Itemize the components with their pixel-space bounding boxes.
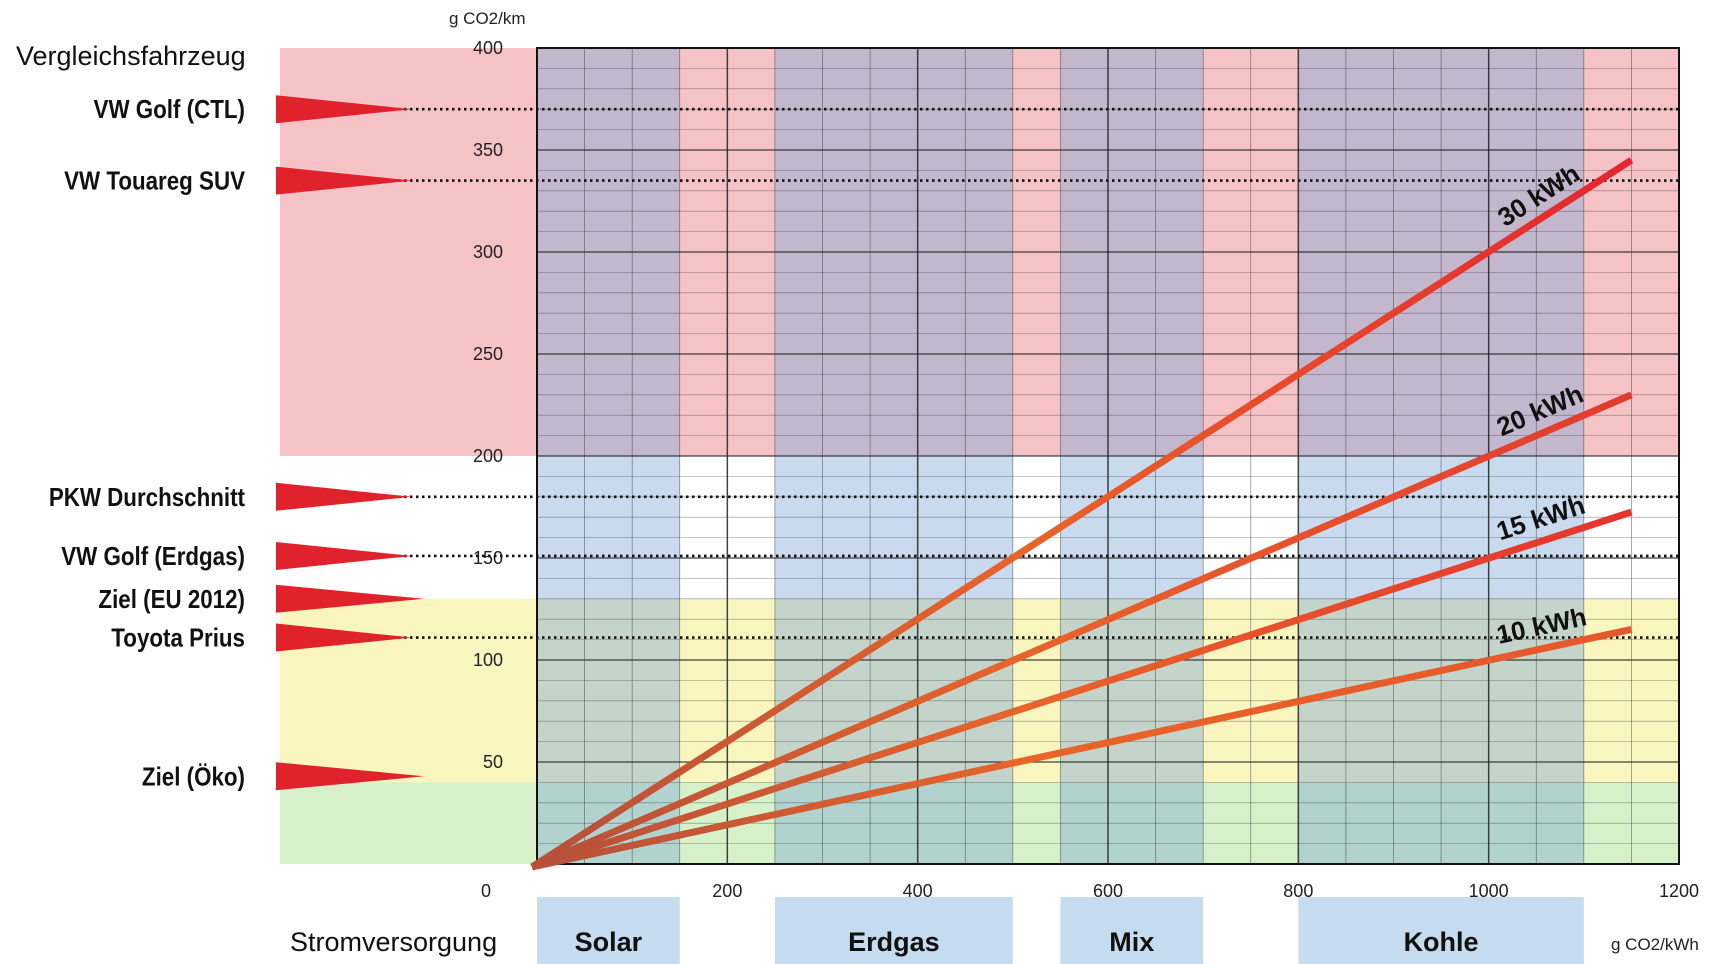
source-box-erdgas xyxy=(774,897,1013,964)
y-unit-label: g CO2/km xyxy=(449,9,526,28)
series-line-15-kwh xyxy=(530,508,1633,871)
y-tick-100: 100 xyxy=(473,650,503,670)
emission-band-2 xyxy=(280,598,1679,783)
source-label-mix: Mix xyxy=(1109,927,1154,957)
series-line-10-kwh xyxy=(531,625,1633,871)
ref-marker-pkw-durchschnitt xyxy=(276,482,412,511)
y-tick-300: 300 xyxy=(473,242,503,262)
x-tick-0: 0 xyxy=(481,881,491,901)
ref-marker-ziel-eu-2012 xyxy=(276,584,424,613)
ref-marker-ziel-ko xyxy=(276,762,424,791)
left-heading: Vergleichsfahrzeug xyxy=(16,41,246,71)
grid-lines xyxy=(536,47,1680,865)
series-lines xyxy=(530,157,1634,871)
ref-marker-vw-touareg-suv xyxy=(276,166,412,195)
bottom-heading: Stromversorgung xyxy=(290,927,497,957)
ref-label-ziel-ko: Ziel (Öko) xyxy=(142,763,245,792)
ref-marker-vw-golf-erdgas xyxy=(276,541,412,570)
source-box-solar xyxy=(537,897,680,964)
ref-label-ziel-eu-2012: Ziel (EU 2012) xyxy=(98,585,245,614)
x-unit-label: g CO2/kWh xyxy=(1611,935,1699,954)
source-label-kohle: Kohle xyxy=(1404,927,1479,957)
y-tick-50: 50 xyxy=(483,752,503,772)
source-label-solar: Solar xyxy=(575,927,643,957)
x-tick-1200: 1200 xyxy=(1659,881,1699,901)
y-tick-400: 400 xyxy=(473,38,503,58)
y-tick-250: 250 xyxy=(473,344,503,364)
source-box-kohle xyxy=(1298,897,1584,964)
ref-label-vw-touareg-suv: VW Touareg SUV xyxy=(64,167,245,196)
y-tick-150: 150 xyxy=(473,548,503,568)
x-tick-800: 800 xyxy=(1283,881,1313,901)
series-line-20-kwh xyxy=(530,391,1633,871)
plot-frame xyxy=(536,47,1680,865)
y-tick-350: 350 xyxy=(473,140,503,160)
source-box-mix xyxy=(1060,897,1204,964)
ref-label-toyota-prius: Toyota Prius xyxy=(111,624,245,653)
ref-marker-vw-golf-ctl xyxy=(276,95,412,124)
series-line-30-kwh xyxy=(530,157,1634,870)
ref-label-pkw-durchschnitt: PKW Durchschnitt xyxy=(49,483,245,512)
source-label-erdgas: Erdgas xyxy=(848,927,940,957)
reference-vehicles: VW Golf (CTL) VW Touareg SUV PKW Durchschn… xyxy=(49,95,1679,792)
ref-label-vw-golf-ctl: VW Golf (CTL) xyxy=(94,96,245,125)
power-source-labels: Solar Erdgas Mix Kohle xyxy=(537,897,1584,964)
x-tick-200: 200 xyxy=(712,881,742,901)
x-tick-1000: 1000 xyxy=(1469,881,1509,901)
ref-marker-toyota-prius xyxy=(276,623,412,652)
x-tick-600: 600 xyxy=(1093,881,1123,901)
x-tick-400: 400 xyxy=(903,881,933,901)
y-tick-labels: 50 100 150 200 250 300 350 400 xyxy=(473,38,503,772)
x-tick-labels: 0 200 400 600 800 1000 1200 xyxy=(481,881,1699,901)
ref-label-vw-golf-erdgas: VW Golf (Erdgas) xyxy=(61,542,245,571)
y-tick-200: 200 xyxy=(473,446,503,466)
